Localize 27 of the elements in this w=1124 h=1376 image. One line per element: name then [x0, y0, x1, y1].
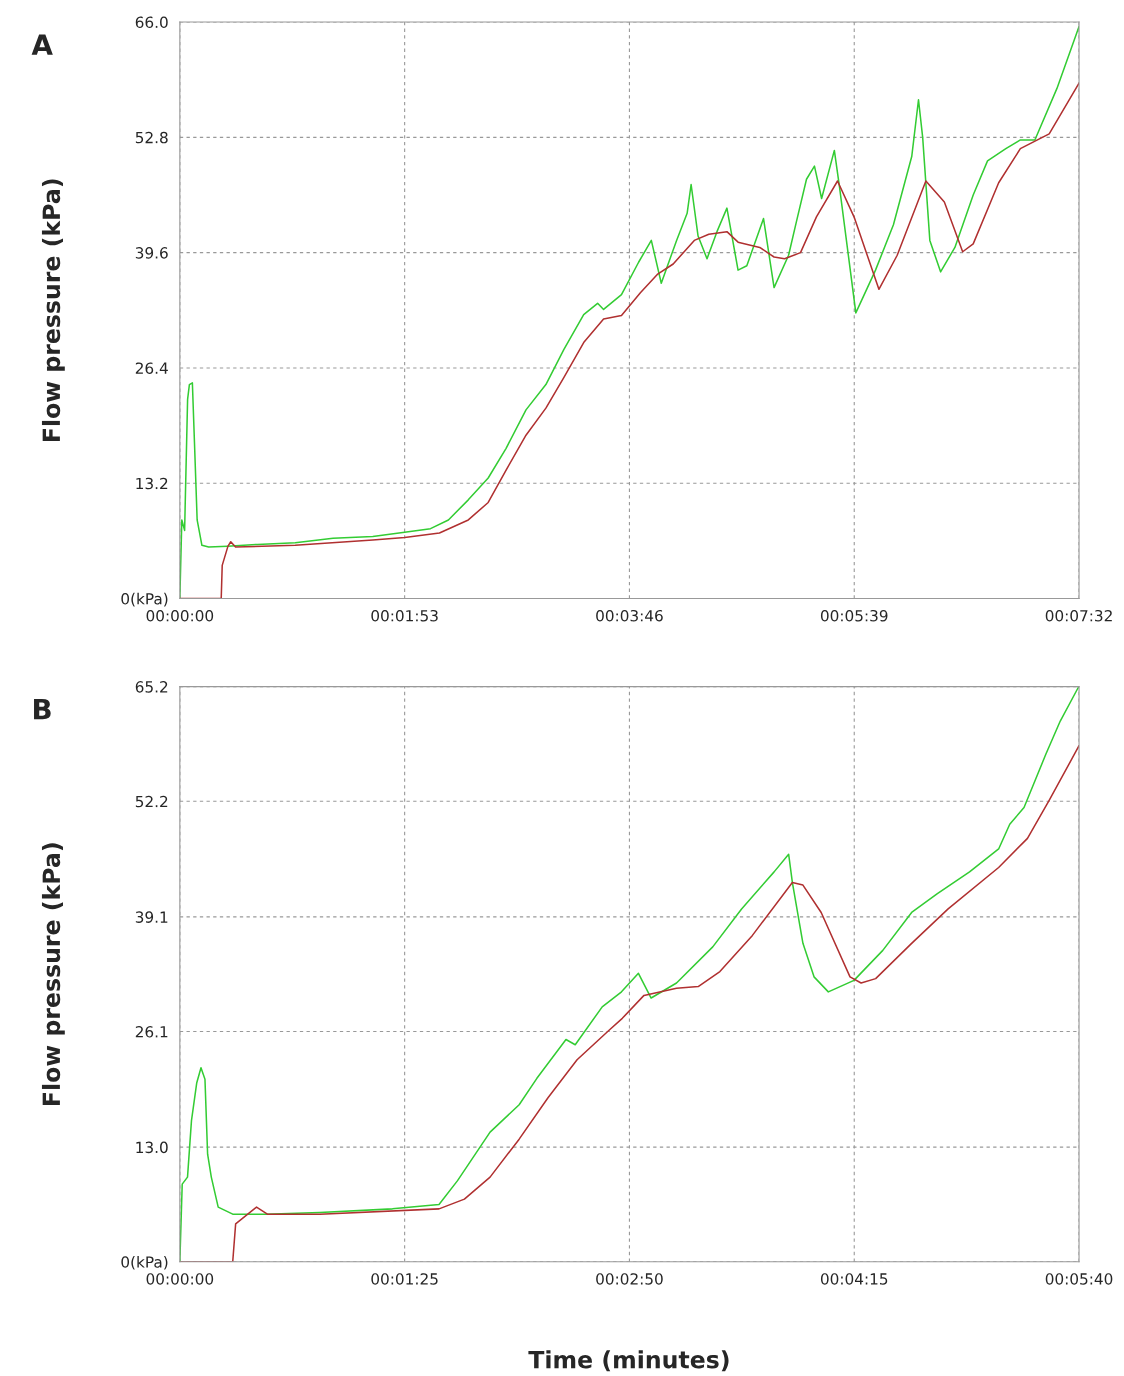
x-tick-label: 00:01:25 — [371, 1273, 438, 1285]
x-axis-title: Time (minutes) — [528, 1350, 729, 1372]
y-tick-label: 26.4 — [135, 362, 168, 374]
y-tick-label: 52.2 — [135, 795, 168, 808]
y-tick-label: 13.2 — [136, 477, 168, 490]
y-tick-label: 52.8 — [135, 131, 168, 144]
y-tick-label: 0(kPa) — [121, 1255, 168, 1270]
y-tick-label: 39.1 — [135, 911, 168, 923]
y-tick-label: 26.1 — [135, 1026, 168, 1038]
x-tick-label: 00:01:53 — [371, 609, 438, 622]
y-axis-title: Flow pressure (kPa) — [41, 179, 65, 441]
y-tick-label: 0(kPa) — [121, 592, 168, 607]
y-tick-label: 39.6 — [135, 247, 168, 259]
x-tick-label: 00:02:50 — [596, 1273, 663, 1285]
chart-title: B — [34, 698, 51, 720]
x-tick-label: 00:03:46 — [596, 609, 663, 622]
x-tick-label: 00:05:39 — [820, 609, 888, 622]
x-tick-label: 00:00:00 — [146, 609, 214, 622]
y-tick-label: 13.0 — [136, 1141, 168, 1154]
y-tick-label: 66.0 — [135, 16, 168, 29]
x-tick-label: 00:04:15 — [820, 1273, 888, 1285]
x-tick-label: 00:05:40 — [1045, 1273, 1113, 1285]
y-tick-label: 65.2 — [135, 681, 168, 693]
x-tick-label: 00:00:00 — [146, 1273, 214, 1285]
y-axis-title: Flow pressure (kPa) — [41, 843, 65, 1105]
x-tick-label: 00:07:32 — [1045, 609, 1112, 622]
chart-title: A — [31, 34, 53, 55]
